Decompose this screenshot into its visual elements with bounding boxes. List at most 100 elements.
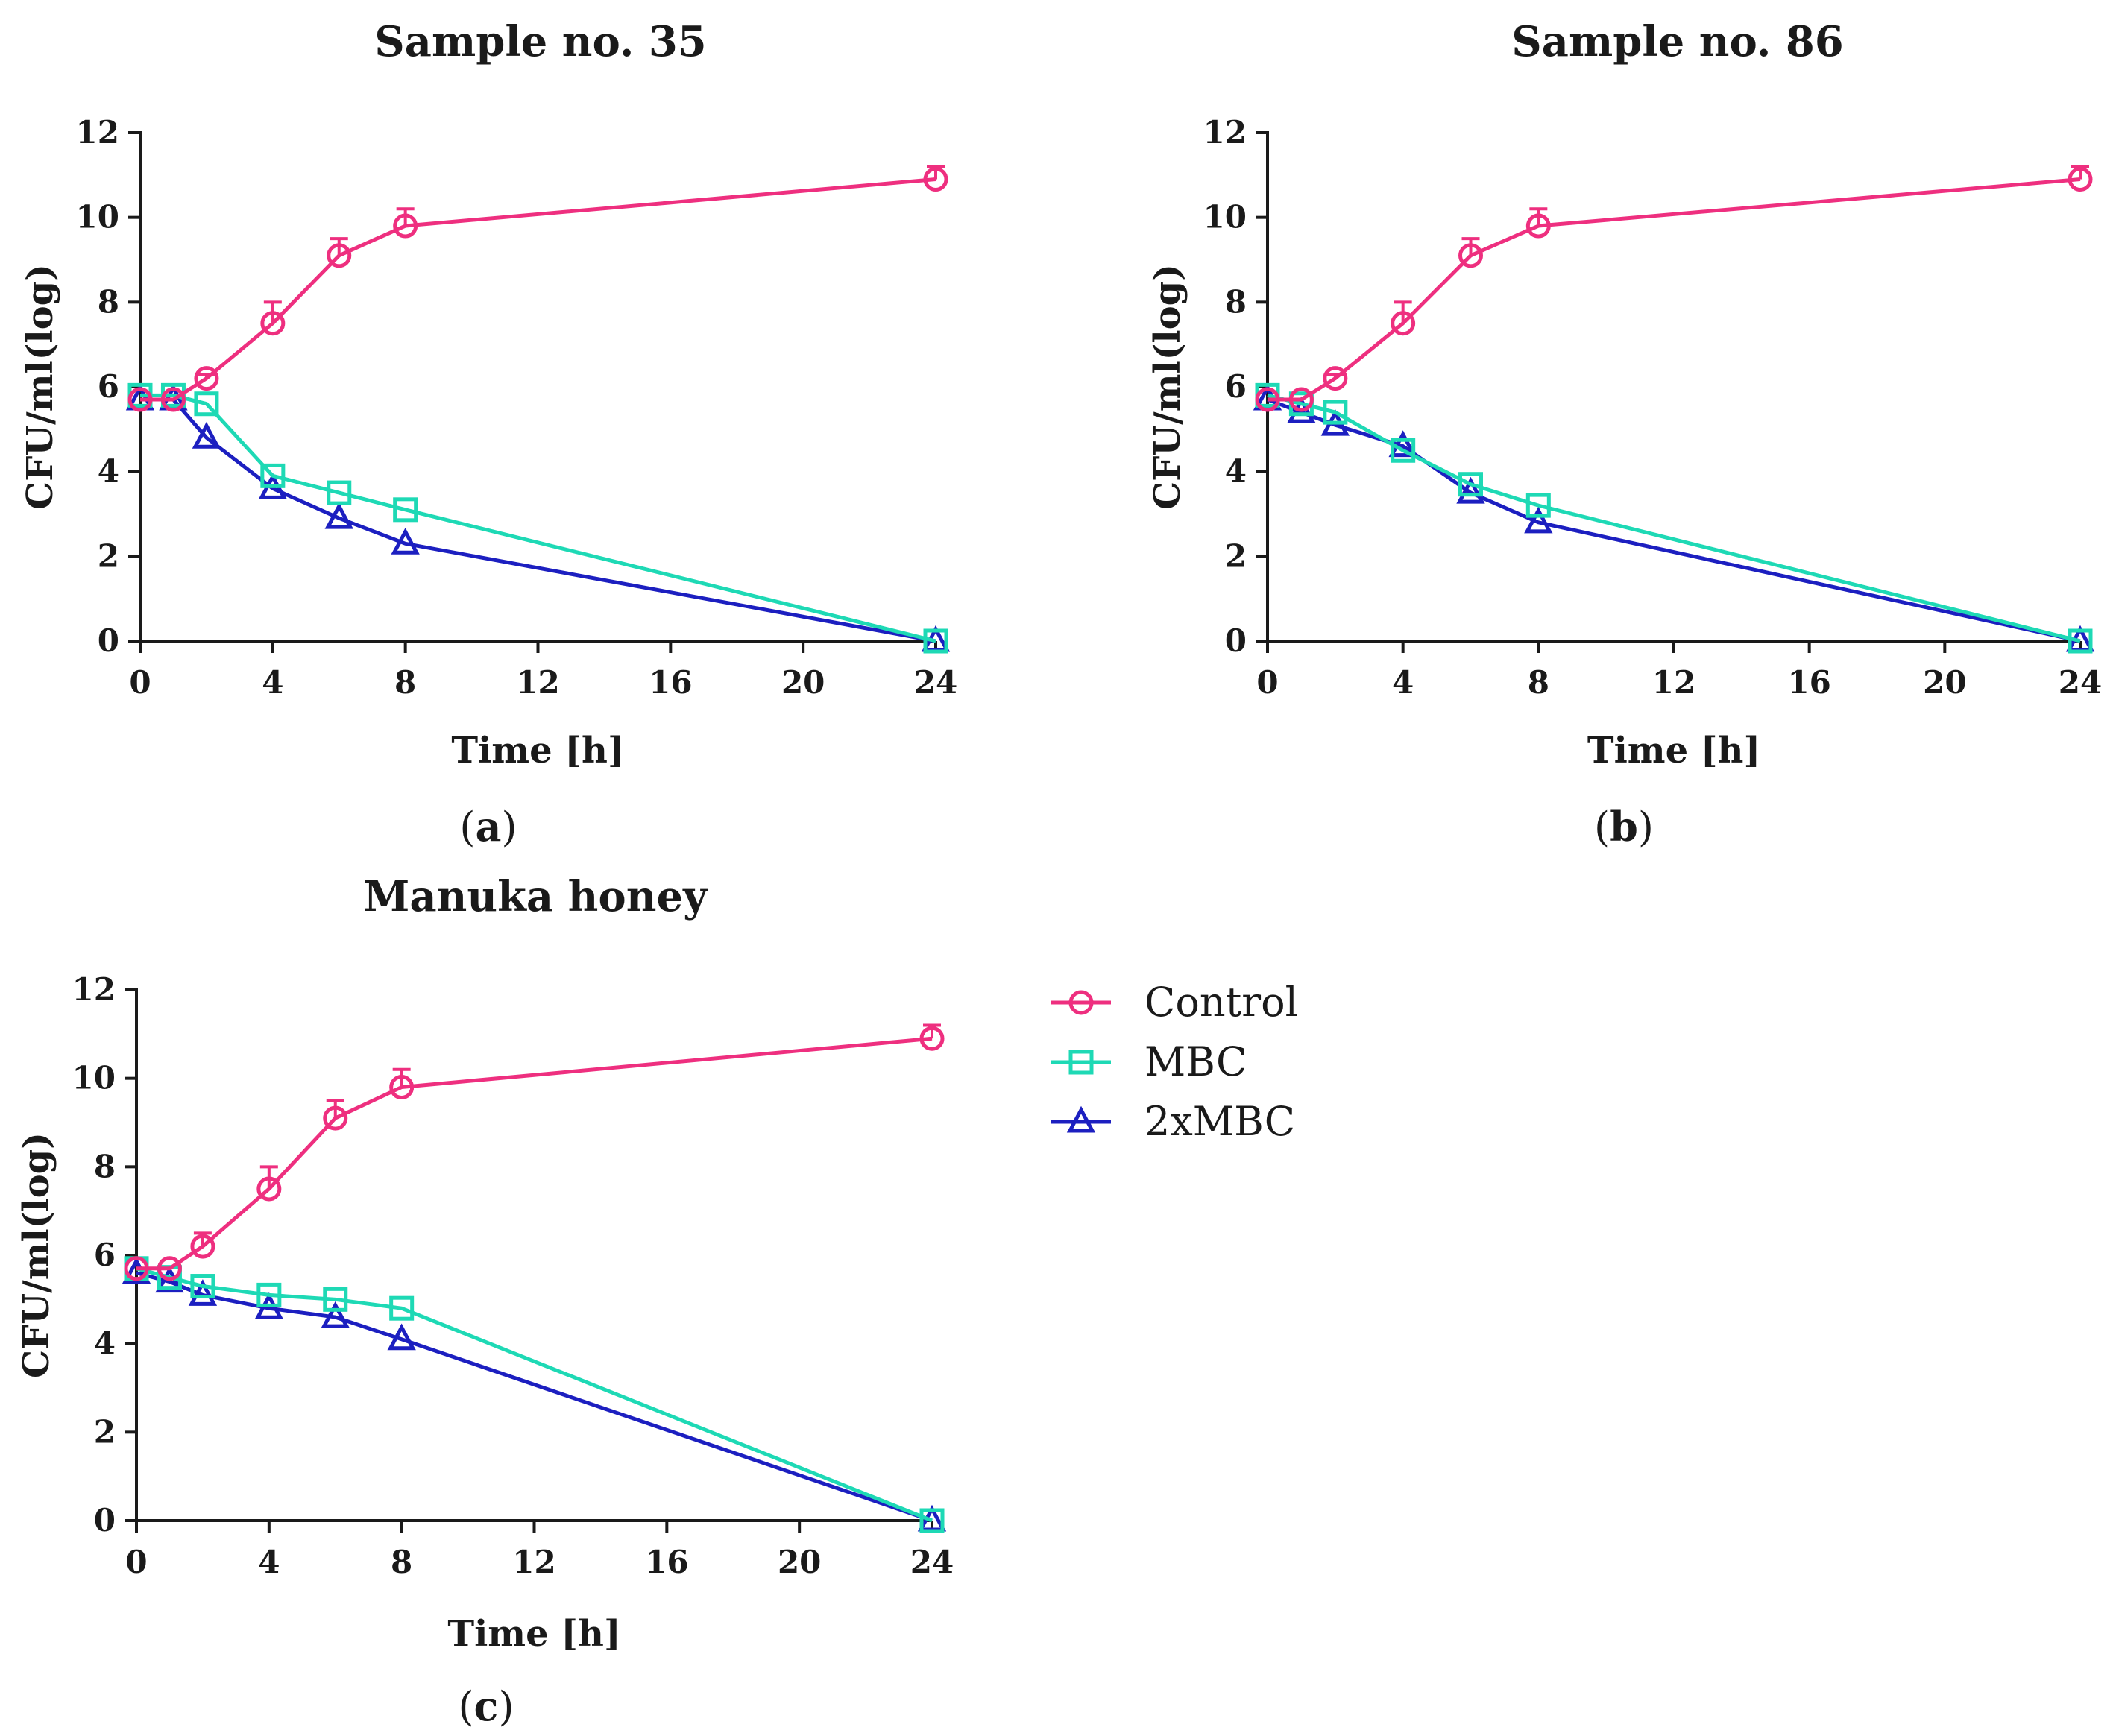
series-line (140, 393, 936, 643)
data-point (923, 167, 948, 192)
chart-title: Sample no. 35 (374, 17, 707, 66)
series-2xmbc (122, 1257, 947, 1532)
data-point (192, 421, 221, 449)
data-point (387, 1323, 416, 1351)
legend-item-mbc: MBC (1051, 1038, 1247, 1085)
data-point (389, 1075, 415, 1100)
y-axis-label: CFU/ml(log) (16, 1132, 57, 1378)
y-tick-label: 6 (98, 368, 119, 405)
x-tick-label: 12 (516, 664, 559, 701)
panel-label: (a) (459, 803, 517, 850)
data-point (391, 527, 420, 555)
y-tick-label: 12 (1203, 114, 1247, 151)
data-point (260, 311, 286, 336)
y-tick-label: 6 (1225, 368, 1247, 405)
data-point (127, 387, 153, 412)
y-tick-label: 4 (1225, 453, 1247, 490)
y-axis-label: CFU/ml(log) (19, 264, 61, 510)
x-tick-label: 8 (394, 664, 416, 701)
chart-title: Manuka honey (363, 872, 708, 921)
data-point (2068, 167, 2093, 192)
y-tick-label: 12 (76, 114, 119, 151)
series-line (140, 397, 936, 643)
y-tick-label: 10 (72, 1060, 116, 1096)
series-line (136, 1271, 933, 1523)
data-point (1391, 438, 1416, 463)
data-point (1323, 366, 1348, 391)
data-point (1391, 311, 1416, 336)
data-point (194, 391, 219, 417)
x-tick-label: 8 (391, 1544, 412, 1580)
y-tick-label: 8 (1225, 283, 1247, 320)
x-tick-label: 4 (258, 1544, 280, 1580)
data-point (327, 480, 352, 505)
data-point (1255, 387, 1280, 412)
data-point (323, 1287, 348, 1312)
series-mbc (1255, 382, 2093, 654)
y-tick-label: 10 (1203, 199, 1247, 236)
y-tick-label: 0 (94, 1502, 116, 1538)
x-axis-label: Time [h] (1587, 730, 1760, 771)
data-point (256, 1176, 282, 1202)
legend-label: Control (1144, 979, 1298, 1026)
x-tick-label: 24 (2059, 664, 2102, 701)
data-point (389, 1295, 415, 1321)
y-tick-label: 2 (94, 1413, 116, 1450)
data-point (190, 1274, 215, 1299)
series-line (1268, 177, 2081, 402)
series-mbc (124, 1256, 945, 1533)
data-point (256, 1282, 282, 1307)
chart-title: Sample no. 86 (1511, 17, 1844, 66)
legend-marker (1068, 1050, 1094, 1075)
series-line (140, 177, 936, 402)
legend-marker (1068, 990, 1094, 1015)
x-tick-label: 16 (645, 1544, 688, 1580)
data-point (160, 387, 186, 412)
legend-item-2xmbc: 2xMBC (1051, 1098, 1295, 1145)
series-control (127, 165, 948, 412)
y-axis-label: CFU/ml(log) (1147, 264, 1188, 510)
data-point (1525, 493, 1551, 518)
data-point (393, 497, 418, 523)
y-tick-label: 0 (1225, 622, 1247, 659)
data-point (1524, 506, 1553, 534)
y-tick-label: 10 (76, 199, 119, 236)
data-point (321, 1301, 350, 1328)
data-point (923, 628, 948, 654)
x-tick-label: 8 (1528, 664, 1549, 701)
data-point (194, 366, 219, 391)
data-point (1388, 430, 1417, 458)
data-point (327, 243, 352, 268)
y-tick-label: 2 (1225, 537, 1247, 574)
data-point (323, 1105, 348, 1131)
x-axis-label: Time [h] (447, 1613, 620, 1655)
legend-label: 2xMBC (1144, 1098, 1295, 1145)
x-tick-label: 0 (1256, 664, 1278, 701)
panel-label: (c) (458, 1682, 514, 1730)
y-tick-label: 8 (94, 1148, 116, 1184)
y-tick-label: 8 (98, 283, 119, 320)
data-point (190, 1234, 215, 1259)
x-tick-label: 0 (125, 1544, 147, 1580)
x-tick-label: 24 (914, 664, 957, 701)
legend: Control MBC 2xMBC (1051, 979, 1298, 1145)
data-point (393, 213, 418, 239)
x-tick-label: 16 (1787, 664, 1830, 701)
series-line (1267, 393, 2081, 643)
x-tick-label: 16 (649, 664, 692, 701)
data-point (324, 502, 353, 529)
x-tick-label: 12 (512, 1544, 555, 1580)
x-tick-label: 4 (262, 664, 283, 701)
y-tick-label: 12 (72, 971, 116, 1008)
y-tick-label: 4 (98, 453, 119, 490)
x-axis-label: Time [h] (451, 730, 624, 771)
y-tick-label: 4 (94, 1325, 116, 1362)
data-point (188, 1279, 218, 1306)
data-point (1458, 472, 1483, 497)
series-2xmbc (1253, 383, 2095, 652)
data-point (919, 1508, 945, 1533)
